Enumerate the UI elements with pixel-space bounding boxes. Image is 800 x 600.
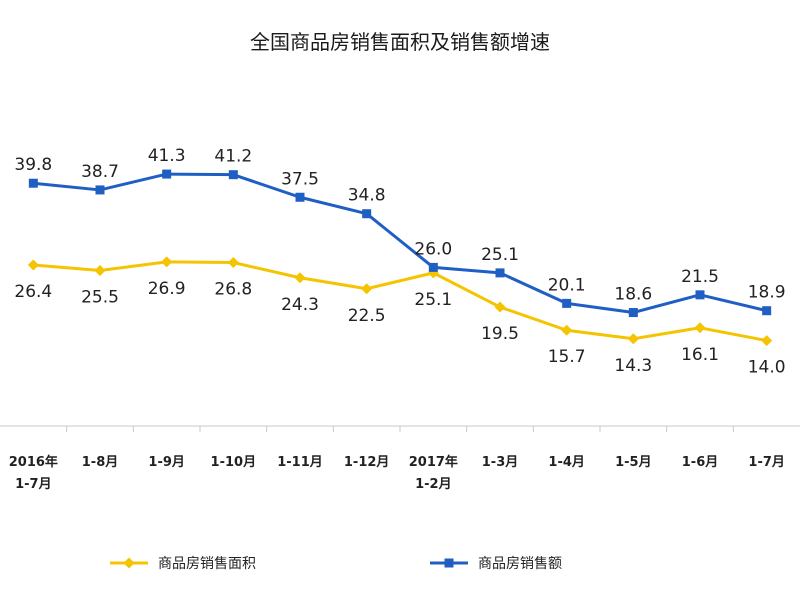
data-label: 37.5	[281, 169, 319, 189]
data-label: 19.5	[481, 324, 519, 344]
data-label: 24.3	[281, 295, 319, 315]
x-axis-ticks	[66, 426, 734, 432]
data-label: 20.1	[548, 275, 586, 295]
data-label: 38.7	[81, 162, 119, 182]
data-label: 26.0	[414, 239, 452, 259]
data-point	[428, 262, 438, 272]
data-point	[161, 256, 173, 268]
data-label: 25.5	[81, 287, 119, 307]
x-tick-label: 1-8月	[82, 455, 119, 470]
data-label: 39.8	[14, 155, 52, 175]
data-point	[95, 185, 105, 195]
x-tick-label: 1-11月	[277, 455, 323, 470]
chart-title: 全国商品房销售面积及销售额增速	[250, 30, 550, 54]
data-label: 18.6	[614, 285, 652, 305]
x-tick-label: 1-10月	[211, 455, 257, 470]
data-label: 34.8	[348, 186, 386, 206]
data-point	[562, 298, 572, 308]
data-label: 22.5	[348, 306, 386, 326]
data-point	[227, 257, 239, 269]
series-sales-area: 26.4 25.5 26.9 26.8 24.3 22.5 25.1 19.5 15.7 14.3…	[14, 256, 786, 378]
data-point	[162, 169, 172, 179]
series-sales-amount: 39.8 38.7 41.3 41.2 37.5 34.8 26.0 25.1 20.1 18.6…	[14, 146, 786, 318]
x-axis-tick-labels: 2016年 1-7月 1-8月 1-9月 1-10月 1-11月 1-12月 2017年 1-2…	[9, 454, 785, 492]
series-line	[33, 172, 768, 315]
data-point	[628, 308, 638, 318]
data-label: 14.0	[748, 358, 786, 378]
data-point	[94, 264, 106, 276]
x-tick-label: 1-6月	[682, 455, 719, 470]
x-tick-label: 1-5月	[615, 455, 652, 470]
data-point	[294, 272, 306, 284]
series-layer: 26.4 25.5 26.9 26.8 24.3 22.5 25.1 19.5 15.7 14.3…	[14, 146, 785, 378]
data-point	[494, 301, 506, 313]
data-label: 25.1	[481, 245, 519, 265]
data-label: 26.4	[14, 282, 52, 302]
data-label: 26.9	[148, 279, 186, 299]
x-tick-label: 2017年 1-2月	[409, 454, 458, 492]
x-tick-label: 1-9月	[148, 455, 185, 470]
x-tick-label: 2016年 1-7月	[9, 454, 58, 492]
data-point	[228, 170, 238, 180]
data-point	[627, 333, 639, 345]
legend-swatch-marker	[444, 558, 454, 568]
data-point	[495, 268, 505, 278]
data-point	[761, 335, 773, 347]
data-point	[695, 290, 705, 300]
legend: 商品房销售面积 商品房销售额	[110, 556, 562, 572]
data-point	[561, 324, 573, 336]
data-label: 41.2	[214, 147, 252, 167]
data-label: 21.5	[681, 267, 719, 287]
data-point	[28, 178, 38, 188]
data-point	[694, 322, 706, 334]
x-tick-label: 1-7月	[748, 455, 785, 470]
data-point	[27, 259, 39, 271]
series-line	[33, 260, 767, 343]
data-label: 15.7	[548, 347, 586, 367]
data-label: 25.1	[414, 290, 452, 310]
legend-item: 商品房销售额	[430, 556, 562, 572]
data-label: 14.3	[614, 356, 652, 376]
data-point	[762, 306, 772, 316]
data-point	[362, 209, 372, 219]
data-label: 41.3	[148, 146, 186, 166]
x-tick-label: 1-3月	[482, 455, 519, 470]
data-label: 26.8	[214, 280, 252, 300]
data-point	[361, 283, 373, 295]
legend-label: 商品房销售额	[478, 556, 562, 572]
legend-item: 商品房销售面积	[110, 556, 256, 572]
data-point	[295, 192, 305, 202]
legend-label: 商品房销售面积	[158, 556, 256, 572]
legend-swatch-marker	[123, 557, 135, 569]
x-tick-label: 1-4月	[548, 455, 585, 470]
data-label: 18.9	[748, 283, 786, 303]
data-label: 16.1	[681, 345, 719, 365]
x-tick-label: 1-12月	[344, 455, 390, 470]
